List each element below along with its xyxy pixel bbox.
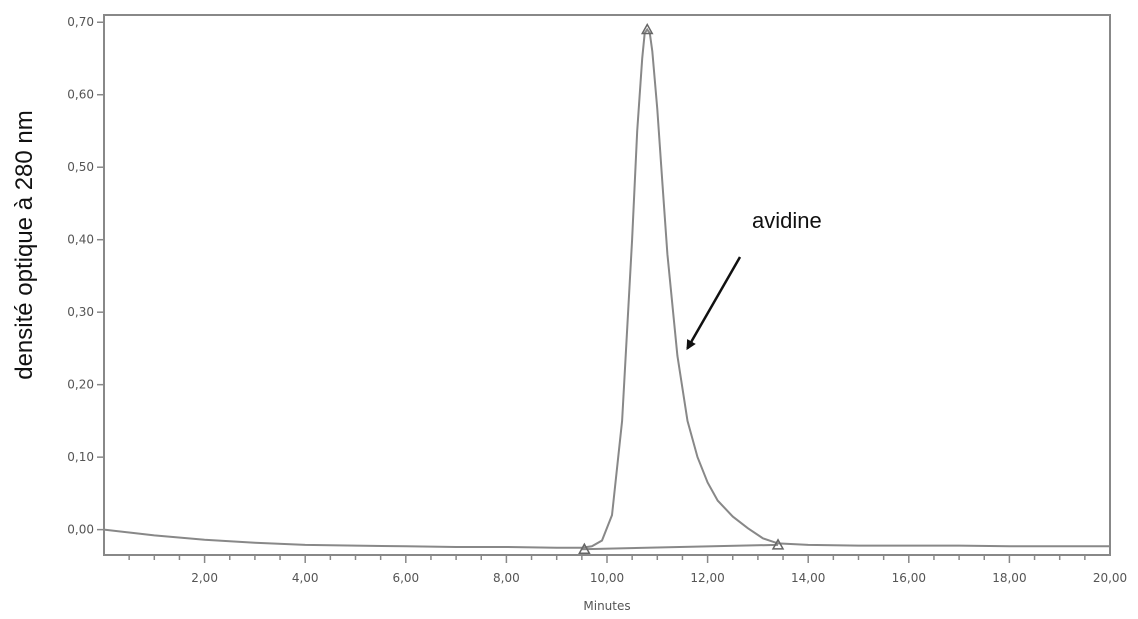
y-tick-label: 0,40 [67,233,94,247]
y-tick-label: 0,10 [67,450,94,464]
x-tick-label: 14,00 [791,571,825,585]
y-tick-label: 0,60 [67,88,94,102]
x-tick-label: 6,00 [392,571,419,585]
x-tick-label: 2,00 [191,571,218,585]
x-tick-label: 8,00 [493,571,520,585]
y-tick-label: 0,00 [67,523,94,537]
triangle-marker [640,22,654,35]
x-tick-label: 16,00 [892,571,926,585]
y-axis-label: densité optique à 280 nm [11,110,38,380]
annotation-layer: avidine [686,208,822,351]
y-tick-label: 0,50 [67,160,94,174]
triangle-marker [578,542,591,554]
y-tick-label: 0,30 [67,305,94,319]
y-tick-label: 0,70 [67,15,94,29]
x-axis-ticks: 2,00 4,00 6,00 8,00 10,00 12,00 14,00 16,00 18,0… [128,555,1127,585]
x-tick-label: 4,00 [292,571,319,585]
x-tick-label: 12,00 [690,571,724,585]
plot-frame [103,14,1111,556]
x-tick-label: 10,00 [590,571,624,585]
y-tick-label: 0,20 [67,378,94,392]
y-axis-ticks: 0,00 0,10 0,20 0,30 0,40 0,50 0,60 0,70 [67,15,104,537]
triangle-marker [771,538,785,550]
annotation-avidine: avidine [752,208,822,233]
annotation-arrow [686,256,742,351]
x-tick-label: 18,00 [992,571,1026,585]
series-line [103,27,1110,549]
peak-baseline [581,543,779,551]
x-axis-label: Minutes [583,599,630,613]
x-tick-label: 20,00 [1093,571,1127,585]
series-layer [103,27,1110,551]
marker-layer [578,22,785,554]
